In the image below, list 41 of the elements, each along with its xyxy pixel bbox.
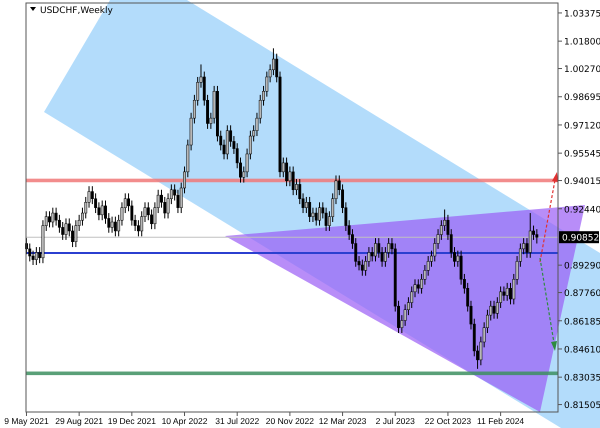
candlestick [34,246,38,266]
x-tick-label: 20 Nov 2022 [266,416,314,426]
candlestick [288,166,292,187]
candlestick [416,278,420,294]
candlestick [226,124,229,160]
x-tick-label: 2 Jul 2023 [376,416,416,426]
x-tick-label: 31 Jul 2022 [215,416,260,426]
y-tick-label: 0.95545 [564,150,600,160]
candlestick [308,196,312,223]
y-tick-label: 0.83035 [564,374,600,384]
chart-title: USDCHF,Weekly [40,6,114,16]
x-tick-label: 9 May 2021 [4,416,49,426]
candlestick [48,210,51,228]
x-tick-label: 29 Aug 2021 [55,416,104,426]
candlestick [318,202,321,226]
candlestick [51,207,54,228]
x-tick-label: 11 Feb 2024 [477,416,524,426]
y-tick-label: 0.86185 [564,317,600,328]
candlestick [502,286,506,302]
x-tick-label: 10 Apr 2022 [162,416,208,426]
candlestick [492,300,496,320]
y-tick-label: 1.03375 [564,9,600,20]
x-tick-label: 22 Oct 2023 [424,416,472,426]
y-tick-label: 0.81505 [564,401,600,412]
candlestick [506,282,509,302]
candlestick [535,228,538,244]
ref-line-label: 0.90852 [562,234,600,244]
y-tick-label: 0.98695 [564,93,600,104]
candlestick [110,216,114,234]
candlestick [114,216,117,237]
candlestick [304,196,308,214]
candlestick [292,166,295,196]
x-tick-label: 12 Mar 2023 [318,416,367,426]
candlestick [360,259,364,276]
candlestick [100,200,104,221]
x-tick-label: 19 Dec 2021 [108,416,156,426]
y-tick-label: 0.94015 [564,177,600,188]
candlestick [285,157,288,187]
candlestick [509,282,512,305]
candlestick [314,207,318,226]
candlestick [370,246,374,262]
